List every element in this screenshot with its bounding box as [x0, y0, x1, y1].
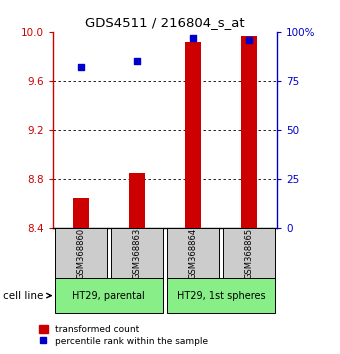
- Bar: [73, 198, 89, 228]
- Bar: [55, 228, 106, 278]
- Bar: [111, 228, 163, 278]
- Point: [78, 64, 84, 70]
- Bar: [241, 35, 257, 228]
- Point: [246, 37, 252, 42]
- Bar: [185, 42, 201, 228]
- Bar: [167, 278, 275, 313]
- Text: HT29, parental: HT29, parental: [72, 291, 145, 301]
- Bar: [167, 228, 219, 278]
- Text: cell line: cell line: [3, 291, 44, 301]
- Point: [190, 35, 196, 41]
- Text: GSM368864: GSM368864: [188, 228, 198, 279]
- Bar: [223, 228, 275, 278]
- Text: HT29, 1st spheres: HT29, 1st spheres: [177, 291, 265, 301]
- Bar: [55, 278, 163, 313]
- Legend: transformed count, percentile rank within the sample: transformed count, percentile rank withi…: [37, 324, 210, 348]
- Bar: [129, 173, 145, 228]
- Text: GSM368865: GSM368865: [244, 228, 254, 279]
- Point: [134, 58, 140, 64]
- Title: GDS4511 / 216804_s_at: GDS4511 / 216804_s_at: [85, 16, 245, 29]
- Text: GSM368860: GSM368860: [76, 228, 85, 279]
- Text: GSM368863: GSM368863: [132, 228, 141, 279]
